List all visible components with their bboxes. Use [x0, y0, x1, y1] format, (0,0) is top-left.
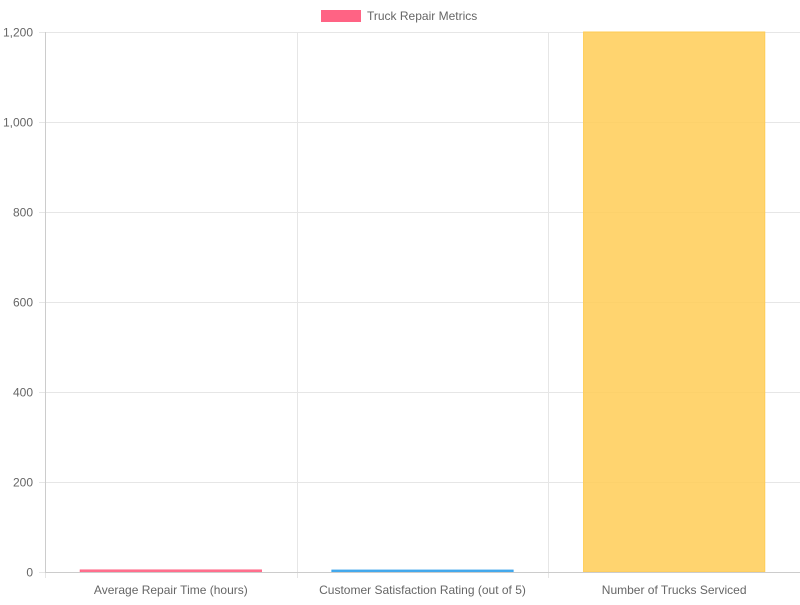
axes — [45, 32, 800, 573]
y-tick-label: 0 — [26, 566, 33, 580]
x-tick-label: Customer Satisfaction Rating (out of 5) — [319, 583, 526, 597]
bar[interactable] — [331, 569, 514, 573]
y-tick-label: 800 — [13, 206, 33, 220]
legend-label[interactable]: Truck Repair Metrics — [367, 9, 477, 23]
x-axis-ticks: Average Repair Time (hours) Customer Sati… — [94, 583, 747, 597]
y-tick-label: 200 — [13, 476, 33, 490]
y-tick-label: 600 — [13, 296, 33, 310]
bar[interactable] — [79, 569, 262, 573]
x-tick-label: Average Repair Time (hours) — [94, 583, 248, 597]
legend[interactable]: Truck Repair Metrics — [321, 9, 477, 23]
legend-swatch[interactable] — [321, 10, 361, 22]
y-tick-label: 1,200 — [3, 26, 33, 40]
y-axis-ticks: 0 200 400 600 800 1,000 1,200 — [3, 26, 33, 580]
bars — [79, 31, 766, 573]
y-tick-label: 1,000 — [3, 116, 33, 130]
x-tick-label: Number of Trucks Serviced — [602, 583, 747, 597]
y-tick-label: 400 — [13, 386, 33, 400]
grid-lines — [39, 32, 800, 578]
bar[interactable] — [583, 31, 766, 573]
